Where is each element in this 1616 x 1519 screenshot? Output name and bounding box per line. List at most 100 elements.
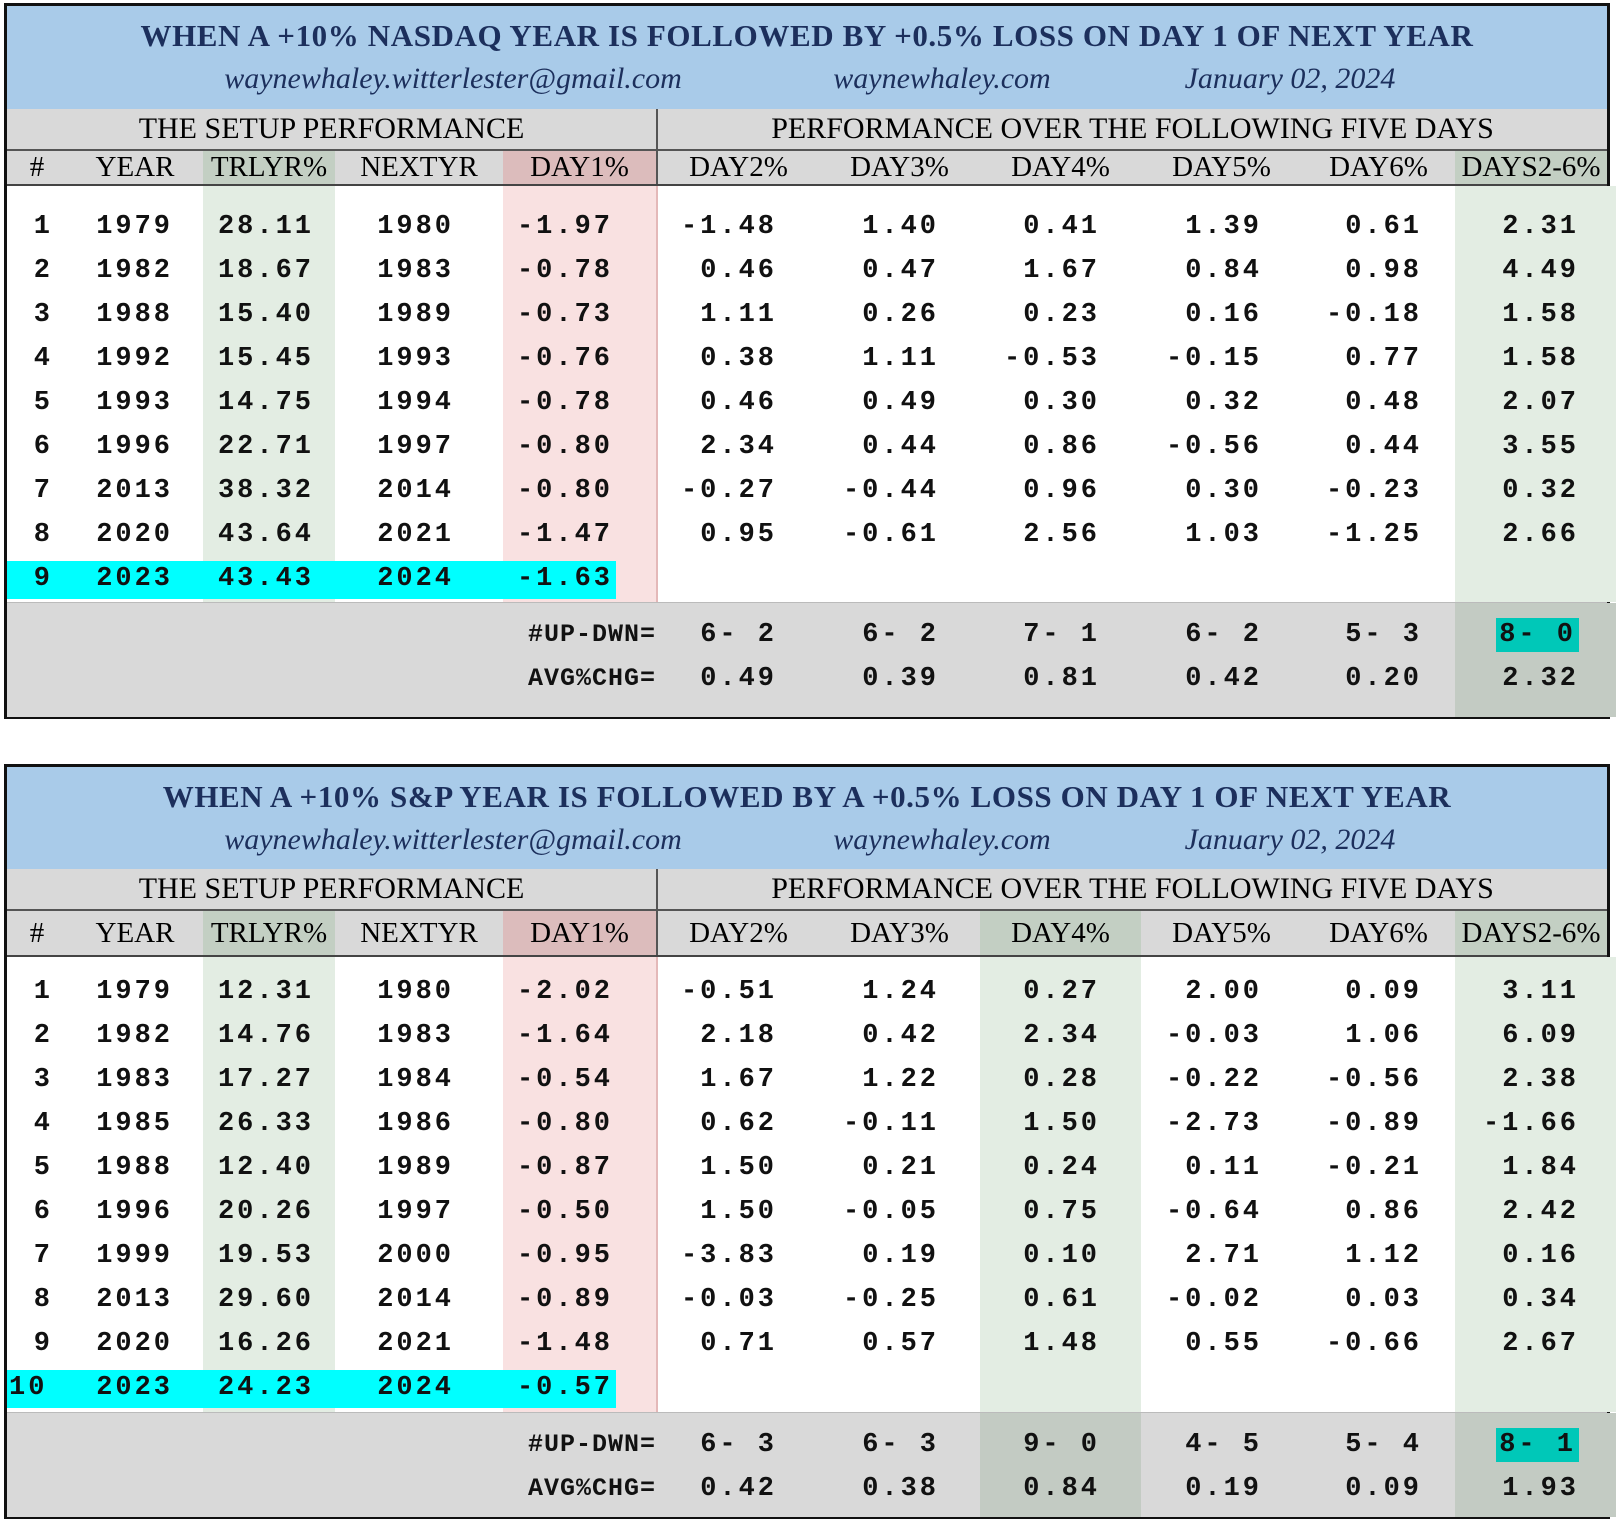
table-cell: 1 [33, 212, 53, 242]
summary-value-text: 0.38 [862, 1474, 939, 1504]
table-cell: 1983 [96, 1065, 173, 1095]
table-cell: 5 [33, 388, 53, 418]
summary-value-text: 0.20 [1345, 664, 1422, 694]
table-cell: 0.96 [1023, 476, 1100, 506]
column-header: DAY4% [1011, 151, 1110, 183]
table-cell: 28.11 [217, 212, 314, 242]
table-cell: 3 [33, 300, 53, 330]
summary-value: 0.42 [1141, 657, 1302, 701]
table-cell: 0.62 [700, 1109, 777, 1139]
table-cell: 1985 [96, 1109, 173, 1139]
summary-value: 5- 4 [1302, 1423, 1455, 1467]
table-cell: 2024 [377, 564, 454, 594]
summary-value: 0.39 [819, 657, 980, 701]
title-band: WHEN A +10% NASDAQ YEAR IS FOLLOWED BY +… [7, 6, 1607, 111]
table-cell: 6 [33, 432, 53, 462]
summary-value-text: 0.39 [862, 664, 939, 694]
table-cell: -3.83 [680, 1241, 777, 1271]
summary-value: 0.49 [658, 657, 819, 701]
table-cell: -0.80 [516, 432, 613, 462]
table-cell: 22.71 [217, 432, 314, 462]
table-cell: 1.50 [700, 1153, 777, 1183]
table-cell: 1983 [377, 256, 454, 286]
table-cell: -1.63 [516, 564, 613, 594]
table-cell: 0.46 [700, 256, 777, 286]
table-cell: -0.02 [1165, 1285, 1262, 1315]
table-cell: 18.67 [217, 256, 314, 286]
summary-section: #UP-DWN= 6- 3 6- 3 9- 0 4- 5 5- 4 8- 1 AVG%CHG=… [7, 1412, 1616, 1517]
table-cell: 2.18 [700, 1021, 777, 1051]
table-cell: 2020 [96, 520, 173, 550]
summary-value: 6- 2 [658, 613, 819, 657]
table-title: WHEN A +10% S&P YEAR IS FOLLOWED BY A +0… [162, 779, 1452, 814]
table-cell: 1979 [96, 212, 173, 242]
table-cell: 0.16 [1185, 300, 1262, 330]
table-cell: -0.03 [680, 1285, 777, 1315]
table-cell: 1.67 [700, 1065, 777, 1095]
table-cell: 9 [33, 1329, 53, 1359]
column-header: DAY2% [689, 916, 788, 949]
table-cell: -0.95 [516, 1241, 613, 1271]
column-header: DAY3% [850, 916, 949, 949]
table-cell: 2024 [377, 1373, 454, 1403]
table-cell: -0.66 [1325, 1329, 1422, 1359]
summary-value: 4- 5 [1141, 1423, 1302, 1467]
table-cell: -0.21 [1325, 1153, 1422, 1183]
table-body: 1 1979 28.11 1980 -1.97 -1.48 1.40 0.41 1.39 0.61… [7, 186, 1616, 602]
table-cell: 2013 [96, 1285, 173, 1315]
column-header: DAY6% [1329, 151, 1428, 183]
table-cell: 0.34 [1502, 1285, 1579, 1315]
section-header: THE SETUP PERFORMANCE PERFORMANCE OVER TH… [7, 109, 1607, 151]
setup-header: THE SETUP PERFORMANCE [7, 869, 658, 909]
table-cell: -0.87 [516, 1153, 613, 1183]
table-cell: 0.10 [1023, 1241, 1100, 1271]
table-cell: -1.48 [516, 1329, 613, 1359]
table-cell: 1994 [377, 388, 454, 418]
table-cell: 3.55 [1502, 432, 1579, 462]
table-cell: 1989 [377, 300, 454, 330]
summary-value-text: 9- 0 [1023, 1430, 1100, 1460]
table-cell: 26.33 [217, 1109, 314, 1139]
column-header: DAY1% [503, 151, 658, 184]
subtitle-site[interactable]: waynewhaley.com [833, 62, 1051, 95]
table-cell: 1999 [96, 1241, 173, 1271]
table-cell: -1.66 [1482, 1109, 1579, 1139]
highlight-bar [7, 1370, 616, 1408]
table-cell [1302, 557, 1455, 601]
summary-value-text: 0.42 [700, 1474, 777, 1504]
table-cell: 0.77 [1345, 344, 1422, 374]
table-cell: 6.09 [1502, 1021, 1579, 1051]
table-cell: -0.73 [516, 300, 613, 330]
performance-header: PERFORMANCE OVER THE FOLLOWING FIVE DAYS [771, 872, 1494, 905]
table-cell: 1996 [96, 432, 173, 462]
subtitle-site[interactable]: waynewhaley.com [833, 823, 1051, 856]
table-cell: 0.28 [1023, 1065, 1100, 1095]
table-cell: 3 [33, 1065, 53, 1095]
table-cell: 0.16 [1502, 1241, 1579, 1271]
table-cell: 12.31 [217, 977, 314, 1007]
table-cell: 0.49 [862, 388, 939, 418]
table-cell: 7 [33, 1241, 53, 1271]
table-cell: 2000 [377, 1241, 454, 1271]
table-cell: 2.34 [1023, 1021, 1100, 1051]
table-cell: 3.11 [1502, 977, 1579, 1007]
summary-value-text: 0.42 [1185, 664, 1262, 694]
table-cell: 0.61 [1345, 212, 1422, 242]
table-cell: 1.11 [862, 344, 939, 374]
subtitle-email[interactable]: waynewhaley.witterlester@gmail.com [224, 823, 682, 856]
table-cell [980, 557, 1141, 601]
table-cell: 0.47 [862, 256, 939, 286]
table-cell: -0.25 [842, 1285, 939, 1315]
table-cell: -2.02 [516, 977, 613, 1007]
subtitle-email[interactable]: waynewhaley.witterlester@gmail.com [224, 62, 682, 95]
column-divider [656, 957, 658, 1412]
table-cell: -2.73 [1165, 1109, 1262, 1139]
table-cell: 1.06 [1345, 1021, 1422, 1051]
highlight-bar [7, 561, 616, 599]
summary-value-text: 6- 3 [862, 1430, 939, 1460]
summary-avg-label: AVG%CHG= [527, 1474, 656, 1503]
summary-value-text: 0.19 [1185, 1474, 1262, 1504]
table-cell: -0.64 [1165, 1197, 1262, 1227]
table-cell [980, 1366, 1141, 1410]
table-cell: 1.58 [1502, 344, 1579, 374]
